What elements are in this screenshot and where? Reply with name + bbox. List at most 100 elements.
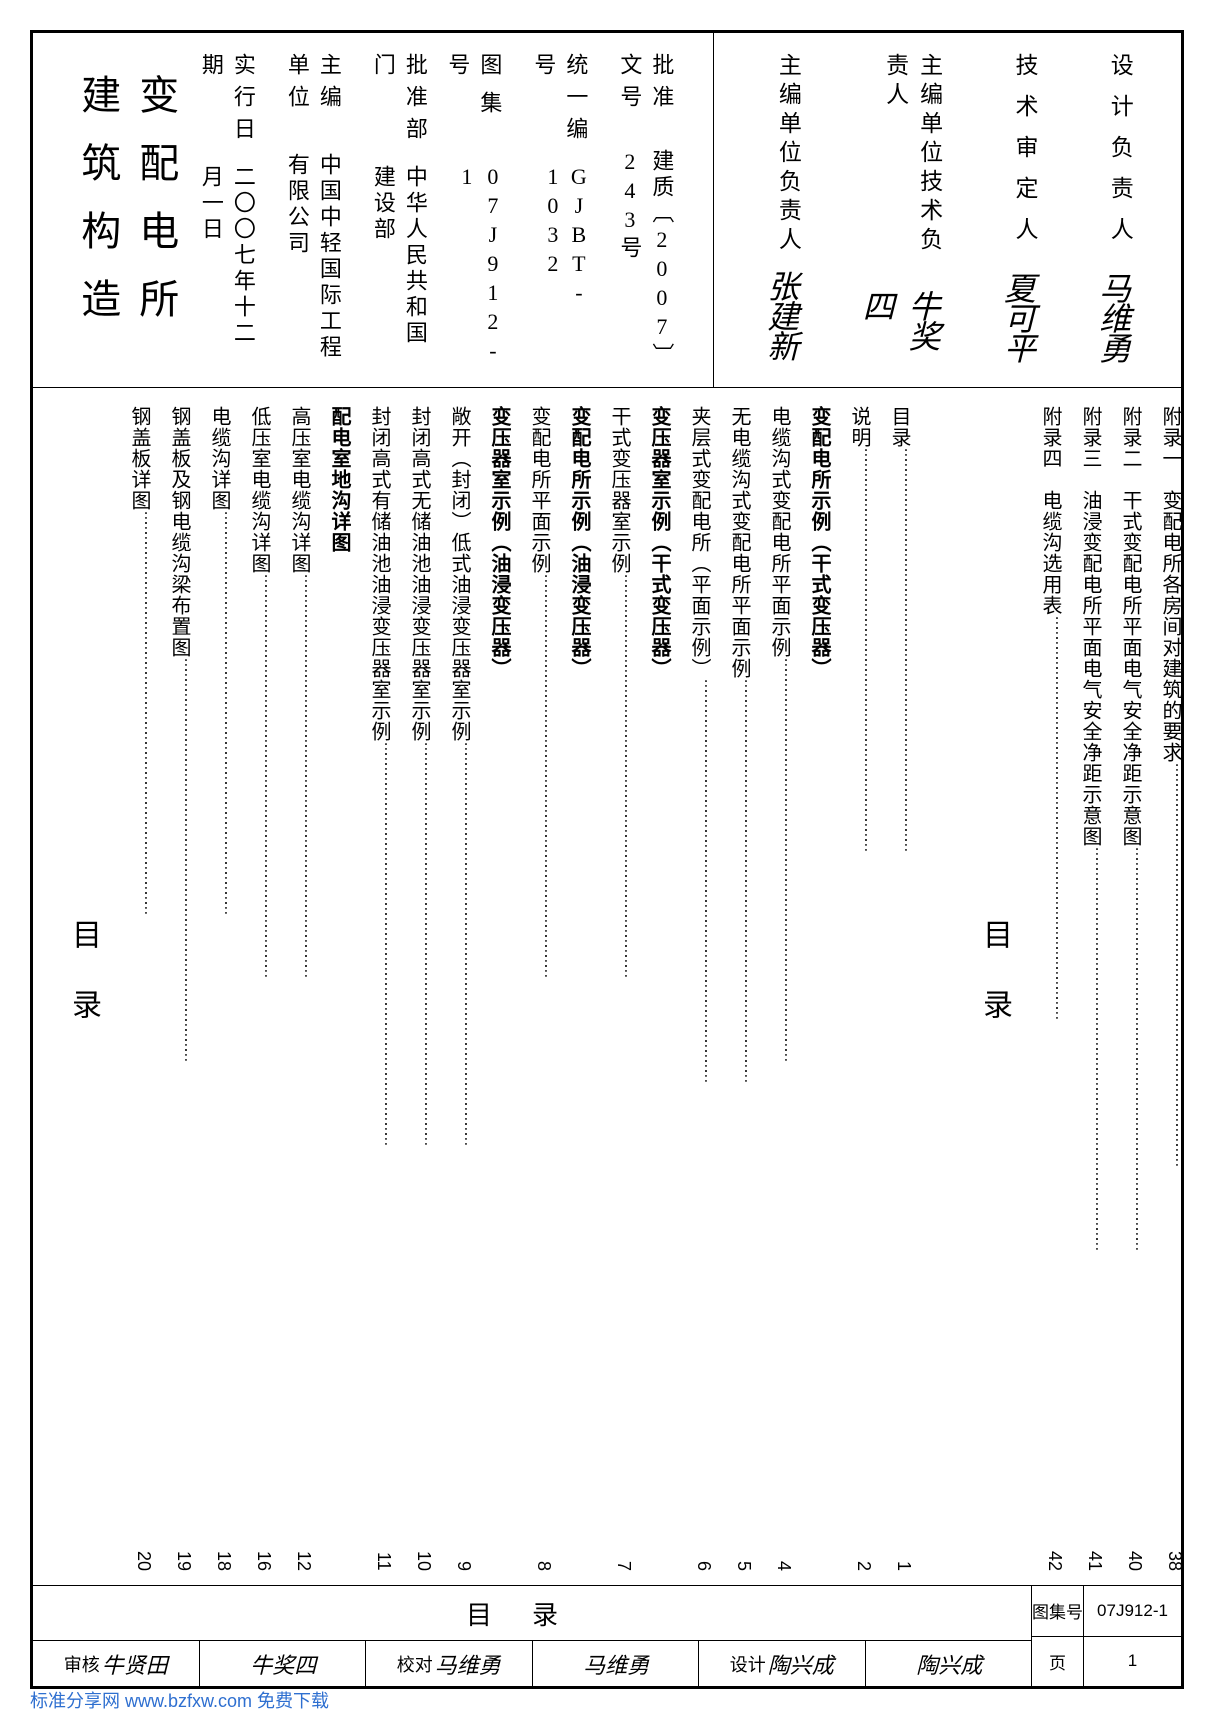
toc-entry-page: 18 [205, 1551, 234, 1571]
toc-entry: 说明 2 [845, 406, 874, 1571]
toc-entry-title: 钢盖板详图 [125, 406, 154, 511]
toc-entry: 电缆沟式变配电所平面示例 4 [765, 406, 794, 1571]
value: 马维勇 [583, 1648, 649, 1680]
footer-sig-row: 审核 牛贤田 牛奖四 校对 马维勇 马维勇 设计 陶兴成 陶 [33, 1641, 1031, 1686]
toc-entry-page: 40 [1116, 1551, 1145, 1571]
toc-entry-dots [205, 511, 234, 1551]
toc-entry: 高压室电缆沟详图 12 [285, 406, 314, 1571]
toc-entry-dots [725, 679, 754, 1561]
toc-entry: 目录1 [885, 406, 914, 1571]
value: 牛贤田 [102, 1648, 168, 1680]
toc-entry-title: 高压室电缆沟详图 [285, 406, 314, 574]
toc-entry: 钢盖板详图20 [125, 406, 154, 1571]
toc-entry-dots [165, 658, 194, 1551]
label: 设计 [730, 1651, 766, 1677]
toc-entry-title: 敞开（封闭）低式油浸变压器室示例 [445, 406, 474, 742]
toc-entry: 钢盖板及钢电缆沟梁布置图19 [165, 406, 194, 1571]
toc-entry-title: 变配电所示例（干式变压器） [805, 406, 834, 679]
header: 变配电所建筑构造 批准部门 中华人民共和国建设部 主编单位 中国中轻国际工程有限… [33, 33, 1181, 388]
toc-entry-title: 附录二 干式变配电所平面电气安全净距示意图 [1116, 406, 1145, 847]
toc-main: 目录 目录1 说明 2 变配电所示例（干式变压器） 电缆沟式变配电所平面示例 4 无电缆沟式… [33, 388, 1181, 1586]
footer-sig-2: 校对 马维勇 [366, 1641, 533, 1686]
value: 陶兴成 [768, 1648, 834, 1680]
toc-entry: 无电缆沟式变配电所平面示例5 [725, 406, 754, 1571]
toc-entry: 电缆沟详图18 [205, 406, 234, 1571]
value: 牛奖四 [250, 1648, 316, 1680]
toc-entry-dots [365, 742, 394, 1552]
label: 实行日期 [195, 53, 259, 153]
sig-row-2: 技术审定人 夏可平 [995, 53, 1041, 367]
document-title: 变配电所建筑构造 [68, 53, 184, 367]
toc-entry-page: 16 [245, 1551, 274, 1571]
sig-row-1: 主编单位技术负责人 牛奖四 [854, 53, 946, 367]
toc-entry-title: 低压室电缆沟详图 [245, 406, 274, 574]
toc-entry: 封闭高式无储油池油浸变压器室示例 10 [405, 406, 434, 1571]
sig-label: 主编单位技术负责人 [878, 53, 946, 276]
toc-entry-title: 变配电所示例（油浸变压器） [565, 406, 594, 679]
toc-entry-title: 变压器室示例（干式变压器） [645, 406, 674, 679]
toc-entry-title: 附录三 油浸变配电所平面电气安全净距示意图 [1076, 406, 1105, 847]
value: 陶兴成 [916, 1648, 982, 1680]
toc-entry-dots [285, 574, 314, 1551]
toc-items-left: 目录1 说明 2 变配电所示例（干式变压器） 电缆沟式变配电所平面示例 4 无电缆沟式变配电… [125, 406, 914, 1571]
toc-entry-dots [1076, 847, 1105, 1551]
toc-entry-title: 电缆沟式变配电所平面示例 [765, 406, 794, 658]
toc-entry-dots [1156, 763, 1181, 1551]
label: 图集号 [1032, 1586, 1084, 1636]
footer-atlas: 图集号 07J912-1 [1032, 1586, 1181, 1637]
toc-entry-dots [885, 448, 914, 1561]
toc-entry: 封闭高式有储油池油浸变压器室示例11 [365, 406, 394, 1571]
toc-items-right: 异形钢盖板详图22钢筋混凝土梁及盖板详图23电缆沟节点详图24预埋件详图27变压… [1036, 406, 1181, 1571]
value: 马维勇 [435, 1648, 501, 1680]
sig-label: 主编单位负责人 [770, 53, 804, 256]
toc-entry-page: 12 [285, 1551, 314, 1571]
toc-entry: 变配电所平面示例8 [525, 406, 554, 1571]
toc-entry-title: 附录一 变配电所各房间对建筑的要求 [1156, 406, 1181, 763]
sig-label: 设计负责人 [1102, 53, 1136, 258]
toc-entry: 变压器室示例（干式变压器） [645, 406, 674, 1571]
header-col-1: 批准部门 中华人民共和国建设部 主编单位 中国中轻国际工程有限公司 实行日期 二… [195, 53, 431, 367]
footer-main: 目录 审核 牛贤田 牛奖四 校对 马维勇 马维勇 设计 陶兴成 [33, 1586, 1031, 1686]
toc-entry-page: 2 [845, 1561, 874, 1571]
value: 中华人民共和国建设部 [367, 165, 431, 367]
toc-entry-page: 42 [1036, 1551, 1065, 1571]
toc-entry-dots [605, 574, 634, 1561]
toc-entry-title: 封闭高式无储油池油浸变压器室示例 [405, 406, 434, 742]
toc-entry-page: 38 [1156, 1551, 1181, 1571]
toc-entry-dots [125, 511, 154, 1551]
toc-entry-title: 附录四 电缆沟选用表 [1036, 406, 1065, 616]
page-frame: 变配电所建筑构造 批准部门 中华人民共和国建设部 主编单位 中国中轻国际工程有限… [30, 30, 1184, 1689]
footer-page: 页 1 [1032, 1637, 1181, 1687]
toc-entry: 变配电所示例（油浸变压器） [565, 406, 594, 1571]
toc-entry-page: 4 [765, 1561, 794, 1571]
value: 中国中轻国际工程有限公司 [281, 153, 345, 367]
toc-entry-title: 变压器室示例（油浸变压器） [485, 406, 514, 679]
value: GJBT-1032 [527, 164, 591, 367]
label: 审核 [64, 1651, 100, 1677]
toc-entry: 附录三 油浸变配电所平面电气安全净距示意图 41 [1076, 406, 1105, 1571]
sig-label: 技术审定人 [1007, 53, 1041, 258]
footer-sig-0: 审核 牛贤田 [33, 1641, 200, 1686]
toc-entry-page: 41 [1076, 1551, 1105, 1571]
toc-entry-dots [845, 448, 874, 1561]
footer-sig-1: 牛奖四 [200, 1641, 367, 1686]
impl-date: 实行日期 二〇〇七年十二月一日 [195, 53, 259, 367]
toc-entry-title: 说明 [845, 406, 874, 448]
footer-right: 图集号 07J912-1 页 1 [1031, 1586, 1181, 1686]
sig-row-3: 设计负责人 马维勇 [1090, 53, 1136, 367]
toc-entry-page: 10 [405, 1551, 434, 1571]
header-col-2: 批准文号 建质〔2007〕243号 统一编号 GJBT-1032 图集号 07J… [441, 53, 677, 367]
header-left-info: 变配电所建筑构造 批准部门 中华人民共和国建设部 主编单位 中国中轻国际工程有限… [63, 53, 683, 367]
toc-entry-page: 6 [685, 1561, 714, 1571]
toc-entry-title: 夹层式变配电所（平面示例） [685, 406, 714, 679]
toc-entry-title: 封闭高式有储油池油浸变压器室示例 [365, 406, 394, 742]
footer-sig-3: 马维勇 [533, 1641, 700, 1686]
toc-entry-page: 9 [445, 1561, 474, 1571]
value: 二〇〇七年十二月一日 [195, 165, 259, 367]
toc-entry-dots [765, 658, 794, 1561]
toc-entry: 配电室地沟详图 [325, 406, 354, 1571]
toc-heading-right: 目录 [962, 909, 1036, 1069]
toc-entry: 变压器室示例（油浸变压器） [485, 406, 514, 1571]
value: 1 [1084, 1637, 1181, 1687]
atlas-no: 图集号 07J912-1 [441, 53, 505, 367]
